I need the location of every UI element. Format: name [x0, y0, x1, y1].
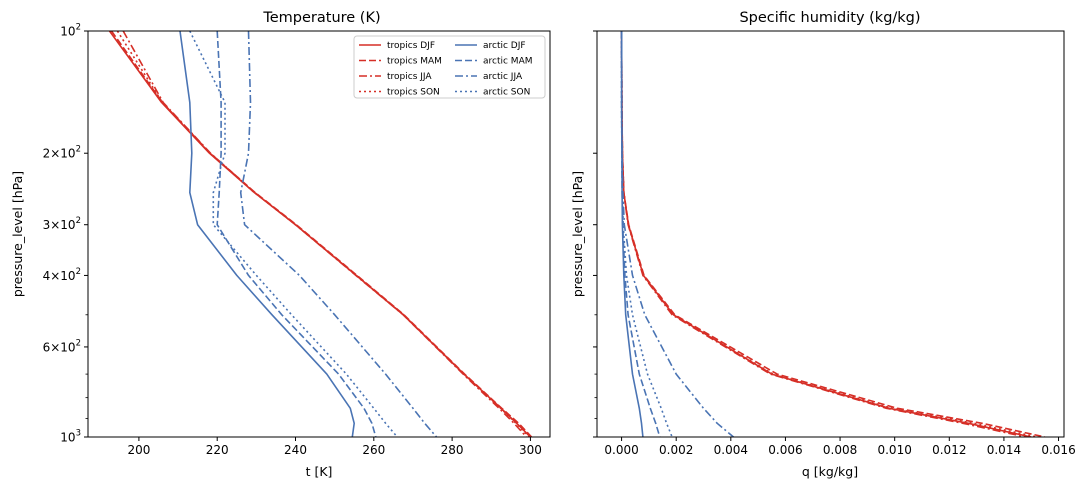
temperature-x-ticks: 200 220 240 260 280 300 [127, 437, 542, 457]
tick-exponent: 3 [76, 429, 81, 439]
temperature-title: Temperature (K) [262, 10, 380, 26]
humidity-series-arctic-mam [620, 31, 661, 437]
tick-times-sign: × [50, 218, 60, 232]
legend-label: arctic SON [483, 88, 530, 98]
temperature-x-tick-label: 300 [519, 443, 542, 457]
legend-label: tropics MAM [387, 57, 442, 67]
legend-label: arctic MAM [483, 57, 533, 67]
temperature-x-label: t [K] [306, 464, 333, 479]
temperature-x-tick-label: 200 [127, 443, 150, 457]
legend-box [353, 35, 546, 99]
tick-base: 10 [60, 340, 75, 354]
tick-base: 10 [60, 431, 75, 445]
humidity-series-group [620, 31, 1046, 437]
legend-label: tropics JJA [387, 72, 432, 82]
humidity-series-arctic-jja [620, 31, 735, 437]
temperature-y-tick-label: 6×102 [43, 338, 81, 354]
legend-item-arctic-mam: arctic MAM [455, 57, 533, 67]
temperature-x-tick-label: 220 [206, 443, 229, 457]
legend-item-arctic-djf: arctic DJF [455, 41, 526, 51]
legend: tropics DJF tropics MAM tropics JJA tropics… [353, 35, 546, 99]
humidity-series-tropics-son [620, 31, 1037, 437]
tick-coefficient: 4 [43, 269, 51, 283]
tick-base: 10 [60, 147, 75, 161]
temperature-series-tropics-son [116, 31, 530, 437]
humidity-x-tick-label: 0.014 [987, 443, 1021, 457]
tick-exponent: 2 [76, 23, 81, 33]
humidity-series-tropics-jja [620, 31, 1026, 437]
tick-base: 10 [60, 269, 75, 283]
legend-item-arctic-jja: arctic JJA [455, 72, 523, 82]
humidity-x-tick-label: 0.008 [823, 443, 857, 457]
humidity-x-tick-label: 0.016 [1041, 443, 1075, 457]
tick-times-sign: × [50, 269, 60, 283]
tick-coefficient: 6 [43, 340, 51, 354]
tick-exponent: 2 [76, 216, 81, 226]
humidity-axes-frame [596, 30, 1065, 438]
humidity-x-label: q [kg/kg] [802, 464, 858, 479]
temperature-y-label: pressure_level [hPa] [10, 171, 25, 297]
humidity-x-tick-label: 0.010 [877, 443, 911, 457]
tick-times-sign: × [50, 340, 60, 354]
temperature-series-group [108, 31, 533, 437]
temperature-y-tick-label: 2×102 [43, 145, 81, 161]
tick-coefficient: 2 [43, 147, 51, 161]
legend-item-tropics-jja: tropics JJA [359, 72, 432, 82]
humidity-series-tropics-mam [620, 31, 1046, 437]
legend-item-tropics-djf: tropics DJF [359, 41, 435, 51]
temperature-series-arctic-djf [179, 31, 356, 437]
tick-exponent: 2 [76, 145, 81, 155]
temperature-series-arctic-son [189, 31, 398, 437]
tick-coefficient: 3 [43, 218, 51, 232]
temperature-y-tick-label: 102 [60, 23, 81, 39]
humidity-x-tick-label: 0.006 [768, 443, 802, 457]
legend-item-arctic-son: arctic SON [455, 88, 530, 98]
humidity-series-arctic-son [620, 31, 673, 437]
legend-label: tropics DJF [387, 41, 435, 51]
temperature-y-tick-label: 3×102 [43, 216, 81, 232]
temperature-y-tick-label: 4×102 [43, 267, 81, 283]
temperature-series-arctic-mam [216, 31, 377, 437]
tick-base: 10 [60, 218, 75, 232]
tick-base: 10 [60, 25, 75, 39]
temperature-y-tick-label: 103 [60, 429, 81, 445]
humidity-x-tick-label: 0.012 [932, 443, 966, 457]
legend-label: tropics SON [387, 88, 440, 98]
humidity-title: Specific humidity (kg/kg) [739, 10, 920, 26]
temperature-x-tick-label: 240 [284, 443, 307, 457]
legend-item-tropics-mam: tropics MAM [359, 57, 442, 67]
tick-times-sign: × [50, 147, 60, 161]
humidity-series-tropics-djf [620, 31, 1032, 437]
humidity-x-tick-label: 0.000 [604, 443, 638, 457]
humidity-x-tick-label: 0.002 [659, 443, 693, 457]
temperature-panel: Temperature (K) 200 220 240 260 280 300 1022×… [10, 10, 551, 479]
humidity-panel: Specific humidity (kg/kg) 0.000 0.002 0.00… [570, 10, 1076, 479]
temperature-x-tick-label: 280 [441, 443, 464, 457]
humidity-x-tick-label: 0.004 [714, 443, 748, 457]
tick-exponent: 2 [76, 338, 81, 348]
humidity-y-label: pressure_level [hPa] [570, 171, 585, 297]
legend-items: tropics DJF tropics MAM tropics JJA tropics… [359, 41, 533, 98]
temperature-x-tick-label: 260 [362, 443, 385, 457]
temperature-series-arctic-jja [239, 31, 438, 437]
legend-label: arctic DJF [483, 41, 526, 51]
legend-label: arctic JJA [483, 72, 523, 82]
tick-exponent: 2 [76, 267, 81, 277]
temperature-axes-frame [87, 30, 551, 438]
legend-item-tropics-son: tropics SON [359, 88, 440, 98]
humidity-x-ticks: 0.000 0.002 0.004 0.006 0.008 0.010 0.012 0.014… [604, 437, 1076, 457]
humidity-y-ticks [593, 30, 597, 438]
